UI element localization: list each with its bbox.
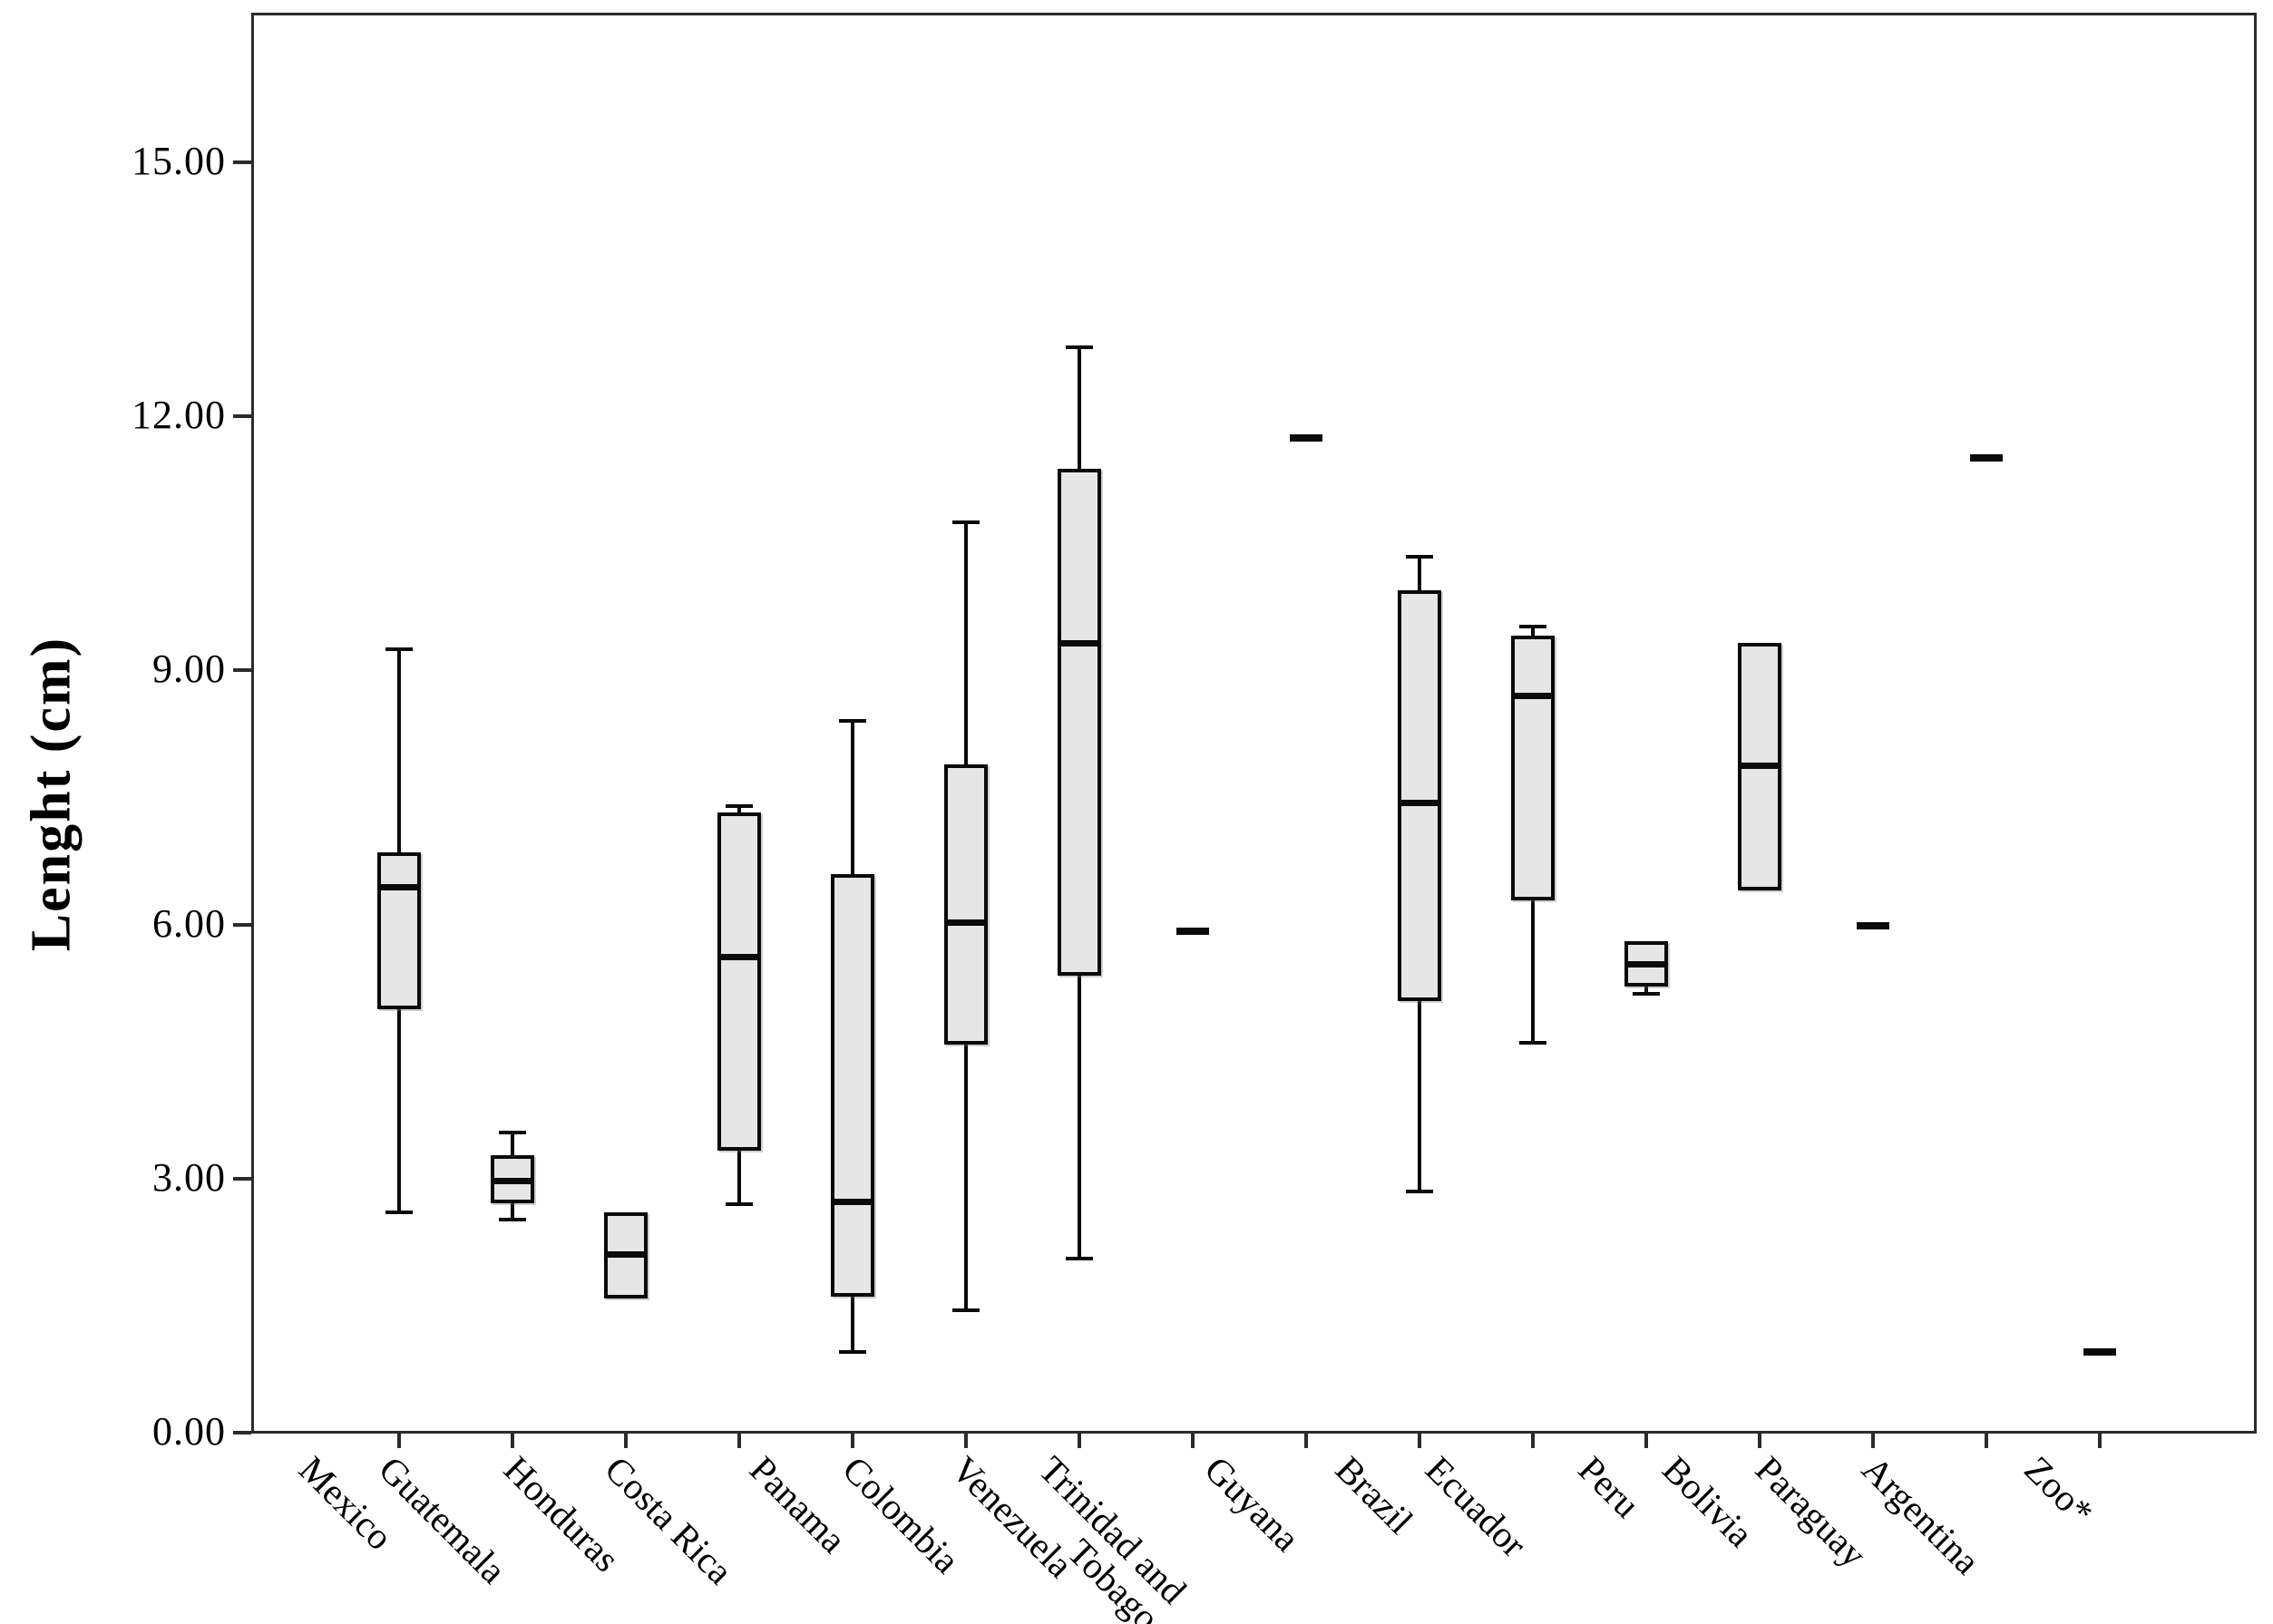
upper-whisker-venezuela [1078,346,1081,470]
lower-whisker-cap-venezuela [1066,1256,1093,1260]
lower-whisker-colombia [964,1045,968,1310]
lower-whisker-ecuador [1531,900,1535,1044]
x-tick-mark [1871,1434,1875,1448]
median-colombia [944,919,988,927]
x-tick-mark [2098,1434,2102,1448]
lower-whisker-cap-costa-rica [726,1201,753,1206]
y-tick-label: 3.00 [152,1154,226,1200]
lower-whisker-panama [851,1296,854,1353]
lower-whisker-cap-peru [1633,992,1660,997]
x-tick-mark [964,1434,968,1448]
upper-whisker-costa-rica [737,805,741,813]
x-tick-mark [1304,1434,1308,1448]
upper-whisker-cap-mexico [385,647,413,652]
y-axis-title: Lenght (cm) [20,636,83,951]
upper-whisker-mexico [397,649,401,853]
single-value-dash-zoo [2083,1348,2116,1357]
upper-whisker-cap-ecuador [1519,624,1546,628]
x-tick-mark [1078,1434,1081,1448]
upper-whisker-panama [851,721,854,874]
median-bolivia [1738,762,1781,769]
median-honduras [604,1251,648,1259]
x-tick-mark [737,1434,741,1448]
upper-whisker-colombia [964,521,968,765]
lower-whisker-cap-guatemala [499,1217,526,1221]
box-costa-rica [717,812,761,1151]
x-tick-label-brazil: Brazil [1327,1447,1422,1542]
box-mexico [377,852,421,1009]
median-venezuela [1058,640,1101,647]
x-tick-label-peru: Peru [1570,1447,1649,1526]
lower-whisker-mexico [397,1009,401,1213]
lower-whisker-guatemala [511,1202,514,1220]
median-panama [831,1199,874,1206]
upper-whisker-cap-guatemala [499,1131,526,1135]
upper-whisker-ecuador [1531,626,1535,637]
box-colombia [944,764,988,1045]
x-tick-label-zoo: Zoo* [2016,1447,2102,1533]
upper-whisker-guatemala [511,1133,514,1155]
median-brazil [1398,799,1441,806]
x-tick-label-colombia: Colombia [834,1447,969,1581]
median-costa-rica [717,953,761,960]
single-value-dash-trinidad-and-tobago [1176,928,1209,936]
box-ecuador [1511,636,1555,901]
upper-whisker-cap-panama [839,719,866,724]
lower-whisker-brazil [1418,1000,1421,1191]
x-tick-label-argentina: Argentina [1854,1447,1989,1582]
x-tick-label-bolivia: Bolivia [1654,1447,1762,1555]
x-tick-mark [1644,1434,1648,1448]
x-tick-mark [1531,1434,1535,1448]
y-tick-label: 9.00 [152,647,226,692]
x-tick-label-guyana: Guyana [1196,1447,1309,1560]
upper-whisker-cap-venezuela [1066,345,1093,349]
median-guatemala [491,1178,534,1185]
upper-whisker-brazil [1418,557,1421,590]
y-tick-mark [233,160,251,164]
upper-whisker-cap-brazil [1406,555,1433,559]
x-tick-label-panama: Panama [741,1447,855,1561]
y-tick-mark [233,922,251,927]
x-tick-mark [851,1434,854,1448]
median-peru [1624,960,1668,968]
x-tick-mark [1758,1434,1761,1448]
box-venezuela [1058,469,1101,976]
single-value-dash-paraguay [1857,922,1889,930]
y-tick-mark [233,414,251,419]
lower-whisker-cap-brazil [1406,1189,1433,1193]
upper-whisker-cap-costa-rica [726,803,753,808]
box-panama [831,873,874,1297]
y-tick-mark [233,668,251,673]
lower-whisker-peru [1644,986,1648,995]
single-value-dash-argentina [1970,453,2003,462]
lower-whisker-cap-colombia [952,1308,980,1312]
single-value-dash-guyana [1290,433,1322,442]
lower-whisker-costa-rica [737,1150,741,1204]
box-brazil [1398,589,1441,1001]
y-tick-label: 15.00 [132,139,226,183]
x-tick-mark [1985,1434,1988,1448]
x-tick-mark [1418,1434,1421,1448]
x-tick-mark [624,1434,628,1448]
x-tick-label-ecuador: Ecuador [1418,1447,1536,1565]
lower-whisker-cap-panama [839,1350,866,1355]
y-tick-label: 0.00 [152,1409,226,1454]
x-tick-mark [397,1434,401,1448]
lower-whisker-cap-ecuador [1519,1041,1546,1045]
median-ecuador [1511,692,1555,699]
upper-whisker-cap-colombia [952,520,980,524]
x-tick-label-costa-rica: Costa Rica [597,1447,742,1592]
x-tick-label-paraguay: Paraguay [1747,1447,1876,1576]
median-mexico [377,884,421,890]
y-tick-mark [233,1431,251,1434]
x-tick-mark [1191,1434,1195,1448]
x-tick-mark [511,1434,514,1448]
plot-area [251,13,2257,1434]
lower-whisker-venezuela [1078,975,1081,1259]
y-tick-mark [233,1176,251,1181]
lower-whisker-cap-mexico [385,1211,413,1215]
y-tick-label: 12.00 [132,393,226,438]
y-tick-label: 6.00 [152,900,226,946]
